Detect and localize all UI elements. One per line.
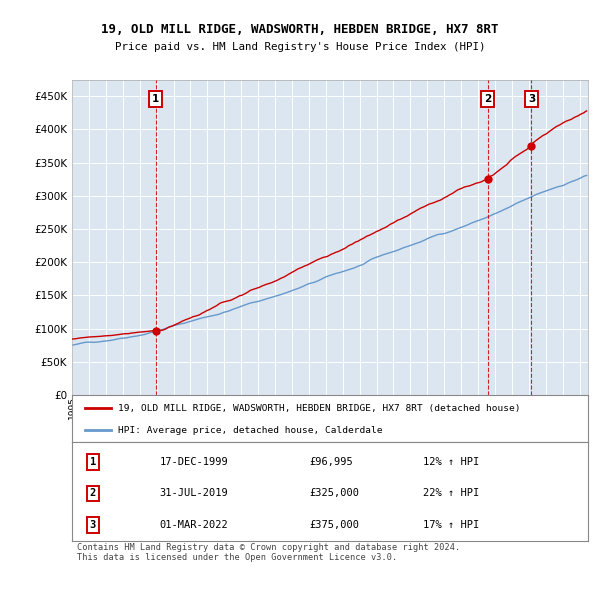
Text: £375,000: £375,000	[310, 520, 359, 530]
Text: 1: 1	[89, 457, 96, 467]
Text: 31-JUL-2019: 31-JUL-2019	[160, 489, 229, 499]
Text: Contains HM Land Registry data © Crown copyright and database right 2024.
This d: Contains HM Land Registry data © Crown c…	[77, 543, 460, 562]
Text: Price paid vs. HM Land Registry's House Price Index (HPI): Price paid vs. HM Land Registry's House …	[115, 42, 485, 52]
Text: 12% ↑ HPI: 12% ↑ HPI	[423, 457, 479, 467]
Text: 3: 3	[89, 520, 96, 530]
Text: 01-MAR-2022: 01-MAR-2022	[160, 520, 229, 530]
Text: 19, OLD MILL RIDGE, WADSWORTH, HEBDEN BRIDGE, HX7 8RT: 19, OLD MILL RIDGE, WADSWORTH, HEBDEN BR…	[101, 23, 499, 36]
Text: 17-DEC-1999: 17-DEC-1999	[160, 457, 229, 467]
Text: 1: 1	[152, 94, 160, 104]
Text: £325,000: £325,000	[310, 489, 359, 499]
Text: 3: 3	[528, 94, 535, 104]
Text: 17% ↑ HPI: 17% ↑ HPI	[423, 520, 479, 530]
Text: £96,995: £96,995	[310, 457, 353, 467]
Text: 19, OLD MILL RIDGE, WADSWORTH, HEBDEN BRIDGE, HX7 8RT (detached house): 19, OLD MILL RIDGE, WADSWORTH, HEBDEN BR…	[118, 404, 521, 412]
Text: HPI: Average price, detached house, Calderdale: HPI: Average price, detached house, Cald…	[118, 425, 383, 435]
Text: 2: 2	[484, 94, 491, 104]
Text: 22% ↑ HPI: 22% ↑ HPI	[423, 489, 479, 499]
Text: 2: 2	[89, 489, 96, 499]
